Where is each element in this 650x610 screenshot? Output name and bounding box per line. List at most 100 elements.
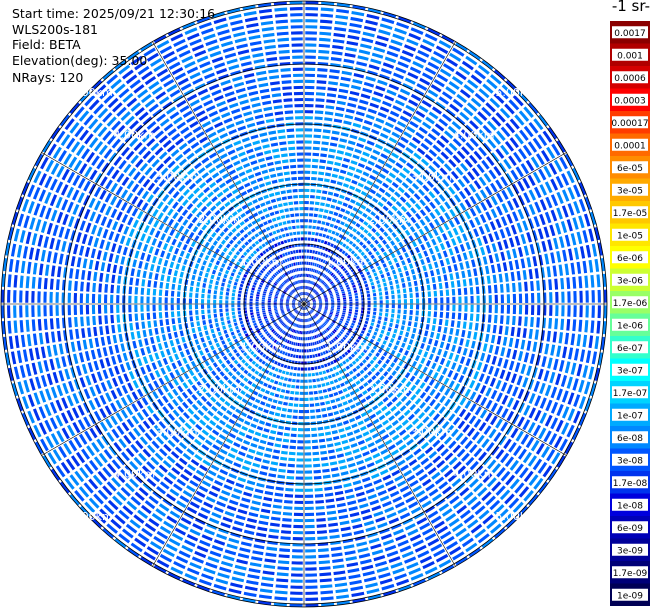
ppi-range-bin — [212, 349, 218, 356]
ppi-range-bin — [172, 398, 179, 407]
ppi-range-bin — [449, 546, 462, 556]
ppi-range-bin — [311, 170, 318, 175]
ppi-range-bin — [138, 260, 143, 269]
ppi-range-bin — [344, 196, 351, 202]
ppi-range-bin — [272, 504, 282, 509]
ppi-range-bin — [81, 233, 88, 245]
ppi-range-bin — [327, 278, 331, 282]
ppi-range-bin — [445, 360, 451, 368]
ppi-range-bin — [304, 415, 310, 420]
ppi-range-bin — [226, 409, 233, 416]
ppi-range-bin — [312, 305, 316, 307]
ppi-range-bin — [573, 348, 580, 361]
ppi-range-bin — [403, 293, 407, 299]
ppi-range-bin — [295, 310, 298, 313]
ppi-range-bin — [198, 331, 204, 338]
ppi-range-bin — [474, 216, 481, 226]
ppi-range-bin — [142, 420, 151, 430]
ppi-range-bin — [453, 336, 458, 345]
ppi-range-bin — [47, 452, 57, 465]
ppi-range-bin — [74, 490, 85, 502]
ppi-range-bin — [117, 275, 122, 284]
ppi-range-bin — [263, 288, 268, 292]
ppi-range-bin — [308, 324, 311, 328]
ppi-range-bin — [381, 433, 390, 441]
ppi-range-bin — [374, 163, 383, 170]
ppi-range-bin — [167, 571, 181, 581]
ppi-range-bin — [203, 567, 216, 575]
ppi-range-bin — [286, 326, 290, 330]
ppi-range-bin — [393, 357, 399, 363]
ppi-range-bin — [92, 474, 103, 486]
ppi-range-bin — [268, 296, 272, 299]
ppi-range-bin — [163, 374, 170, 383]
ppi-range-bin — [76, 451, 86, 464]
ppi-range-bin — [344, 114, 354, 120]
ppi-range-bin — [486, 275, 491, 284]
ppi-range-bin — [178, 441, 188, 450]
ppi-range-bin — [190, 322, 195, 328]
ppi-range-bin — [336, 307, 341, 310]
ppi-range-bin — [338, 255, 342, 260]
ppi-range-bin — [414, 544, 427, 553]
ppi-range-bin — [160, 250, 166, 258]
ppi-range-bin — [462, 347, 468, 356]
ppi-range-bin — [413, 407, 421, 415]
ppi-range-bin — [183, 372, 190, 380]
ppi-range-bin — [262, 353, 267, 358]
ppi-range-bin — [512, 349, 518, 360]
ppi-range-bin — [357, 420, 364, 426]
ppi-range-bin — [110, 195, 118, 206]
ppi-range-bin — [564, 441, 574, 455]
ppi-range-bin — [112, 495, 123, 506]
ppi-range-bin — [338, 389, 344, 395]
ppi-range-bin — [249, 396, 256, 401]
ppi-range-bin — [418, 473, 428, 482]
ppi-range-bin — [438, 559, 452, 568]
ppi-range-bin — [299, 312, 301, 316]
ppi-range-bin — [409, 66, 422, 74]
ppi-range-bin — [147, 280, 152, 288]
ppi-range-bin — [137, 509, 149, 519]
ppi-range-bin — [178, 550, 191, 559]
ppi-range-bin — [328, 522, 339, 527]
ppi-range-bin — [4, 242, 11, 256]
ppi-range-bin — [441, 334, 447, 341]
ppi-range-bin — [342, 310, 346, 313]
ppi-range-bin — [384, 410, 392, 417]
ppi-range-bin — [292, 306, 296, 308]
ppi-range-bin — [169, 228, 176, 236]
ppi-range-bin — [87, 327, 92, 338]
ppi-range-bin — [536, 317, 540, 328]
ppi-range-bin — [366, 216, 373, 222]
ppi-range-bin — [234, 325, 239, 330]
ppi-range-bin — [274, 347, 279, 352]
ppi-range-bin — [111, 477, 122, 488]
ppi-range-bin — [505, 424, 514, 436]
ppi-range-bin — [516, 327, 521, 338]
ppi-range-bin — [412, 484, 422, 493]
ppi-range-bin — [306, 324, 308, 329]
ppi-range-bin — [428, 353, 434, 361]
ppi-range-bin — [279, 548, 290, 553]
ppi-range-bin — [104, 294, 108, 304]
ppi-range-bin — [561, 406, 570, 419]
ppi-range-bin — [230, 582, 243, 589]
ppi-range-bin — [386, 89, 397, 96]
ppi-range-bin — [300, 306, 303, 309]
ppi-range-bin — [354, 295, 359, 299]
ppi-range-bin — [38, 422, 47, 435]
ppi-range-bin — [317, 309, 321, 312]
ppi-range-bin — [436, 139, 446, 148]
ppi-range-bin — [408, 263, 414, 269]
ppi-range-bin — [352, 320, 356, 324]
ppi-range-bin — [527, 102, 539, 115]
ppi-range-bin — [304, 367, 308, 371]
ppi-range-bin — [561, 422, 570, 435]
ppi-range-bin — [122, 352, 128, 362]
ppi-range-bin — [299, 385, 304, 389]
ppi-range-bin — [384, 286, 388, 291]
ppi-range-bin — [173, 270, 179, 277]
ppi-range-bin — [22, 349, 29, 362]
ppi-range-bin — [292, 315, 296, 319]
